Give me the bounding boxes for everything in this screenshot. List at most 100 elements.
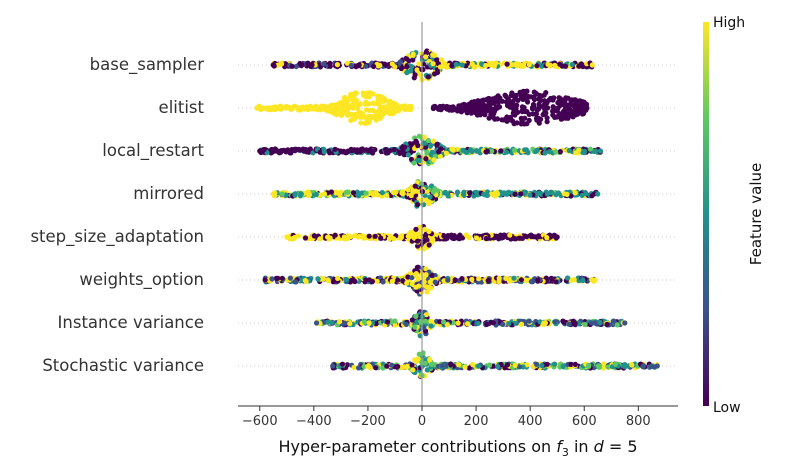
data-point xyxy=(545,61,551,67)
data-point xyxy=(437,153,443,159)
data-point xyxy=(622,362,628,368)
data-point xyxy=(317,149,323,155)
data-point xyxy=(531,94,537,100)
data-point xyxy=(568,361,574,367)
data-point xyxy=(354,149,360,155)
data-point xyxy=(425,137,431,144)
data-point xyxy=(587,146,594,152)
data-point xyxy=(455,320,461,326)
data-point xyxy=(413,188,419,194)
data-point xyxy=(378,235,384,241)
data-point xyxy=(349,102,355,108)
data-point xyxy=(475,320,481,326)
data-point xyxy=(640,363,646,369)
data-point xyxy=(559,63,566,69)
data-point xyxy=(427,194,433,200)
data-point xyxy=(428,323,434,329)
data-point xyxy=(363,277,369,283)
data-point xyxy=(298,191,304,197)
data-point xyxy=(576,321,582,327)
x-tick-label: 600 xyxy=(572,414,597,429)
data-point xyxy=(536,190,542,196)
data-point xyxy=(541,320,547,326)
data-point xyxy=(614,322,620,328)
data-point xyxy=(545,105,551,111)
data-point xyxy=(369,191,375,197)
data-point xyxy=(579,192,585,198)
data-point xyxy=(512,191,518,197)
data-point xyxy=(569,61,575,68)
data-point xyxy=(488,111,494,117)
feature-row xyxy=(238,48,678,83)
data-point xyxy=(445,277,451,283)
data-point xyxy=(514,61,520,67)
data-point xyxy=(448,362,454,368)
data-point xyxy=(321,61,327,67)
feature-row xyxy=(238,309,678,339)
data-point xyxy=(412,324,418,330)
data-point xyxy=(629,362,635,368)
data-point xyxy=(576,63,582,69)
data-point xyxy=(495,191,501,197)
data-point xyxy=(549,190,555,196)
outlier-point xyxy=(654,363,660,369)
data-point xyxy=(383,147,389,153)
data-point xyxy=(534,147,540,153)
data-point xyxy=(484,148,490,154)
data-point xyxy=(321,149,327,155)
data-point xyxy=(379,190,385,196)
data-point xyxy=(507,232,513,238)
data-point xyxy=(371,63,377,70)
outlier-point xyxy=(597,148,604,154)
outlier-point xyxy=(330,363,336,369)
data-point xyxy=(386,236,392,242)
data-point xyxy=(431,104,437,110)
data-point xyxy=(556,95,562,101)
outlier-point xyxy=(270,191,276,197)
data-point xyxy=(582,321,588,328)
data-point xyxy=(429,149,435,155)
data-point xyxy=(504,362,511,368)
data-point xyxy=(309,62,315,68)
data-point xyxy=(576,147,582,153)
data-point xyxy=(428,318,434,324)
data-point xyxy=(495,363,501,370)
data-point xyxy=(490,320,496,326)
data-point xyxy=(546,149,553,155)
data-point xyxy=(366,363,373,370)
data-point xyxy=(441,233,447,239)
colorbar: High Low Feature value xyxy=(703,15,765,416)
data-point xyxy=(368,113,374,119)
data-point xyxy=(420,140,426,146)
data-point xyxy=(500,321,506,327)
data-point xyxy=(304,147,310,153)
data-point xyxy=(423,312,429,318)
data-point xyxy=(554,108,560,114)
data-point xyxy=(427,357,433,363)
data-point xyxy=(349,147,355,154)
data-point xyxy=(427,279,433,285)
data-point xyxy=(389,278,395,284)
data-point xyxy=(513,236,519,242)
data-point xyxy=(498,148,504,154)
data-point xyxy=(430,138,437,144)
data-point xyxy=(432,279,438,285)
outlier-point xyxy=(270,62,276,68)
feature-label: Stochastic variance xyxy=(42,356,204,375)
data-point xyxy=(526,111,532,117)
data-point xyxy=(289,63,295,69)
data-point xyxy=(543,99,550,105)
data-point xyxy=(496,279,502,285)
data-point xyxy=(356,365,362,371)
data-point xyxy=(580,109,586,115)
data-point xyxy=(465,104,471,110)
x-tick-label: 800 xyxy=(626,414,651,429)
data-point xyxy=(385,106,391,112)
data-point xyxy=(428,285,434,291)
data-point xyxy=(589,193,595,199)
data-point xyxy=(429,237,435,243)
data-point xyxy=(328,102,334,108)
data-point xyxy=(425,74,431,80)
